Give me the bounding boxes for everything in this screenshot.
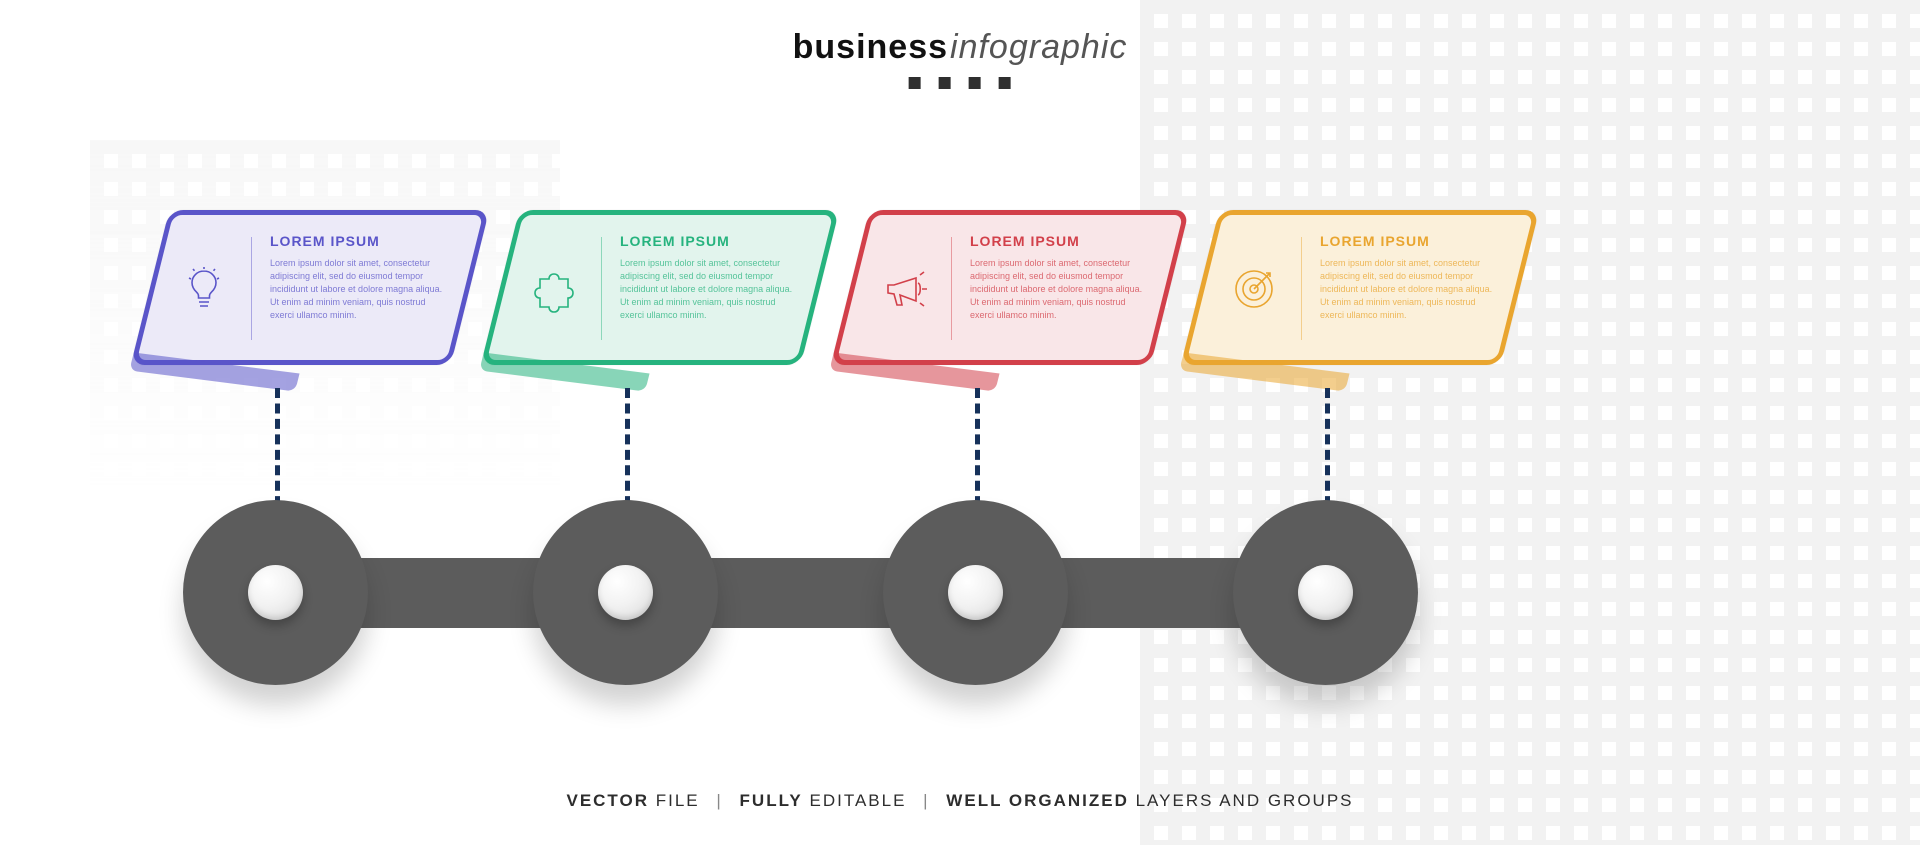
node-dot bbox=[598, 565, 653, 620]
card-title: LOREM IPSUM bbox=[970, 233, 1143, 249]
footer-rest: LAYERS AND GROUPS bbox=[1129, 791, 1354, 810]
decor-square bbox=[939, 77, 951, 89]
card-body: Lorem ipsum dolor sit amet, consectetur … bbox=[620, 257, 793, 322]
megaphone-icon bbox=[875, 233, 933, 344]
node-dot bbox=[1298, 565, 1353, 620]
node-dot bbox=[948, 565, 1003, 620]
chain-node-4 bbox=[1233, 500, 1418, 685]
card-body: Lorem ipsum dolor sit amet, consectetur … bbox=[1320, 257, 1493, 322]
title-decor-dots bbox=[793, 77, 1128, 89]
footer-sep: | bbox=[923, 791, 929, 810]
step-card-4: LOREM IPSUM Lorem ipsum dolor sit amet, … bbox=[1181, 210, 1540, 365]
card-divider bbox=[951, 237, 952, 340]
lightbulb-icon bbox=[175, 233, 233, 344]
chain-node-3 bbox=[883, 500, 1068, 685]
target-icon bbox=[1225, 233, 1283, 344]
card-body: Lorem ipsum dolor sit amet, consectetur … bbox=[270, 257, 443, 322]
decor-square bbox=[969, 77, 981, 89]
chain-node-2 bbox=[533, 500, 718, 685]
page-title: businessinfographic bbox=[793, 28, 1128, 67]
card-body: Lorem ipsum dolor sit amet, consectetur … bbox=[970, 257, 1143, 322]
footer-bold: WELL ORGANIZED bbox=[946, 791, 1129, 810]
puzzle-icon bbox=[525, 233, 583, 344]
card-title: LOREM IPSUM bbox=[270, 233, 443, 249]
step-card-3: LOREM IPSUM Lorem ipsum dolor sit amet, … bbox=[831, 210, 1190, 365]
card-title: LOREM IPSUM bbox=[1320, 233, 1493, 249]
footer-sep: | bbox=[716, 791, 722, 810]
node-chain bbox=[0, 500, 1920, 700]
footer-bold: VECTOR bbox=[566, 791, 649, 810]
footer-bold: FULLY bbox=[740, 791, 803, 810]
infographic-stage: businessinfographic LOREM IPSUM Lorem ip… bbox=[0, 0, 1920, 845]
title-bold: business bbox=[793, 28, 948, 66]
header: businessinfographic bbox=[793, 28, 1128, 89]
chain-node-1 bbox=[183, 500, 368, 685]
card-divider bbox=[601, 237, 602, 340]
footer-rest: EDITABLE bbox=[803, 791, 907, 810]
card-divider bbox=[251, 237, 252, 340]
footer-rest: FILE bbox=[649, 791, 700, 810]
decor-square bbox=[999, 77, 1011, 89]
card-title: LOREM IPSUM bbox=[620, 233, 793, 249]
step-card-1: LOREM IPSUM Lorem ipsum dolor sit amet, … bbox=[131, 210, 490, 365]
decor-square bbox=[909, 77, 921, 89]
title-light: infographic bbox=[950, 28, 1127, 66]
node-dot bbox=[248, 565, 303, 620]
step-card-2: LOREM IPSUM Lorem ipsum dolor sit amet, … bbox=[481, 210, 840, 365]
card-divider bbox=[1301, 237, 1302, 340]
footer-caption: VECTOR FILE | FULLY EDITABLE | WELL ORGA… bbox=[566, 791, 1353, 811]
